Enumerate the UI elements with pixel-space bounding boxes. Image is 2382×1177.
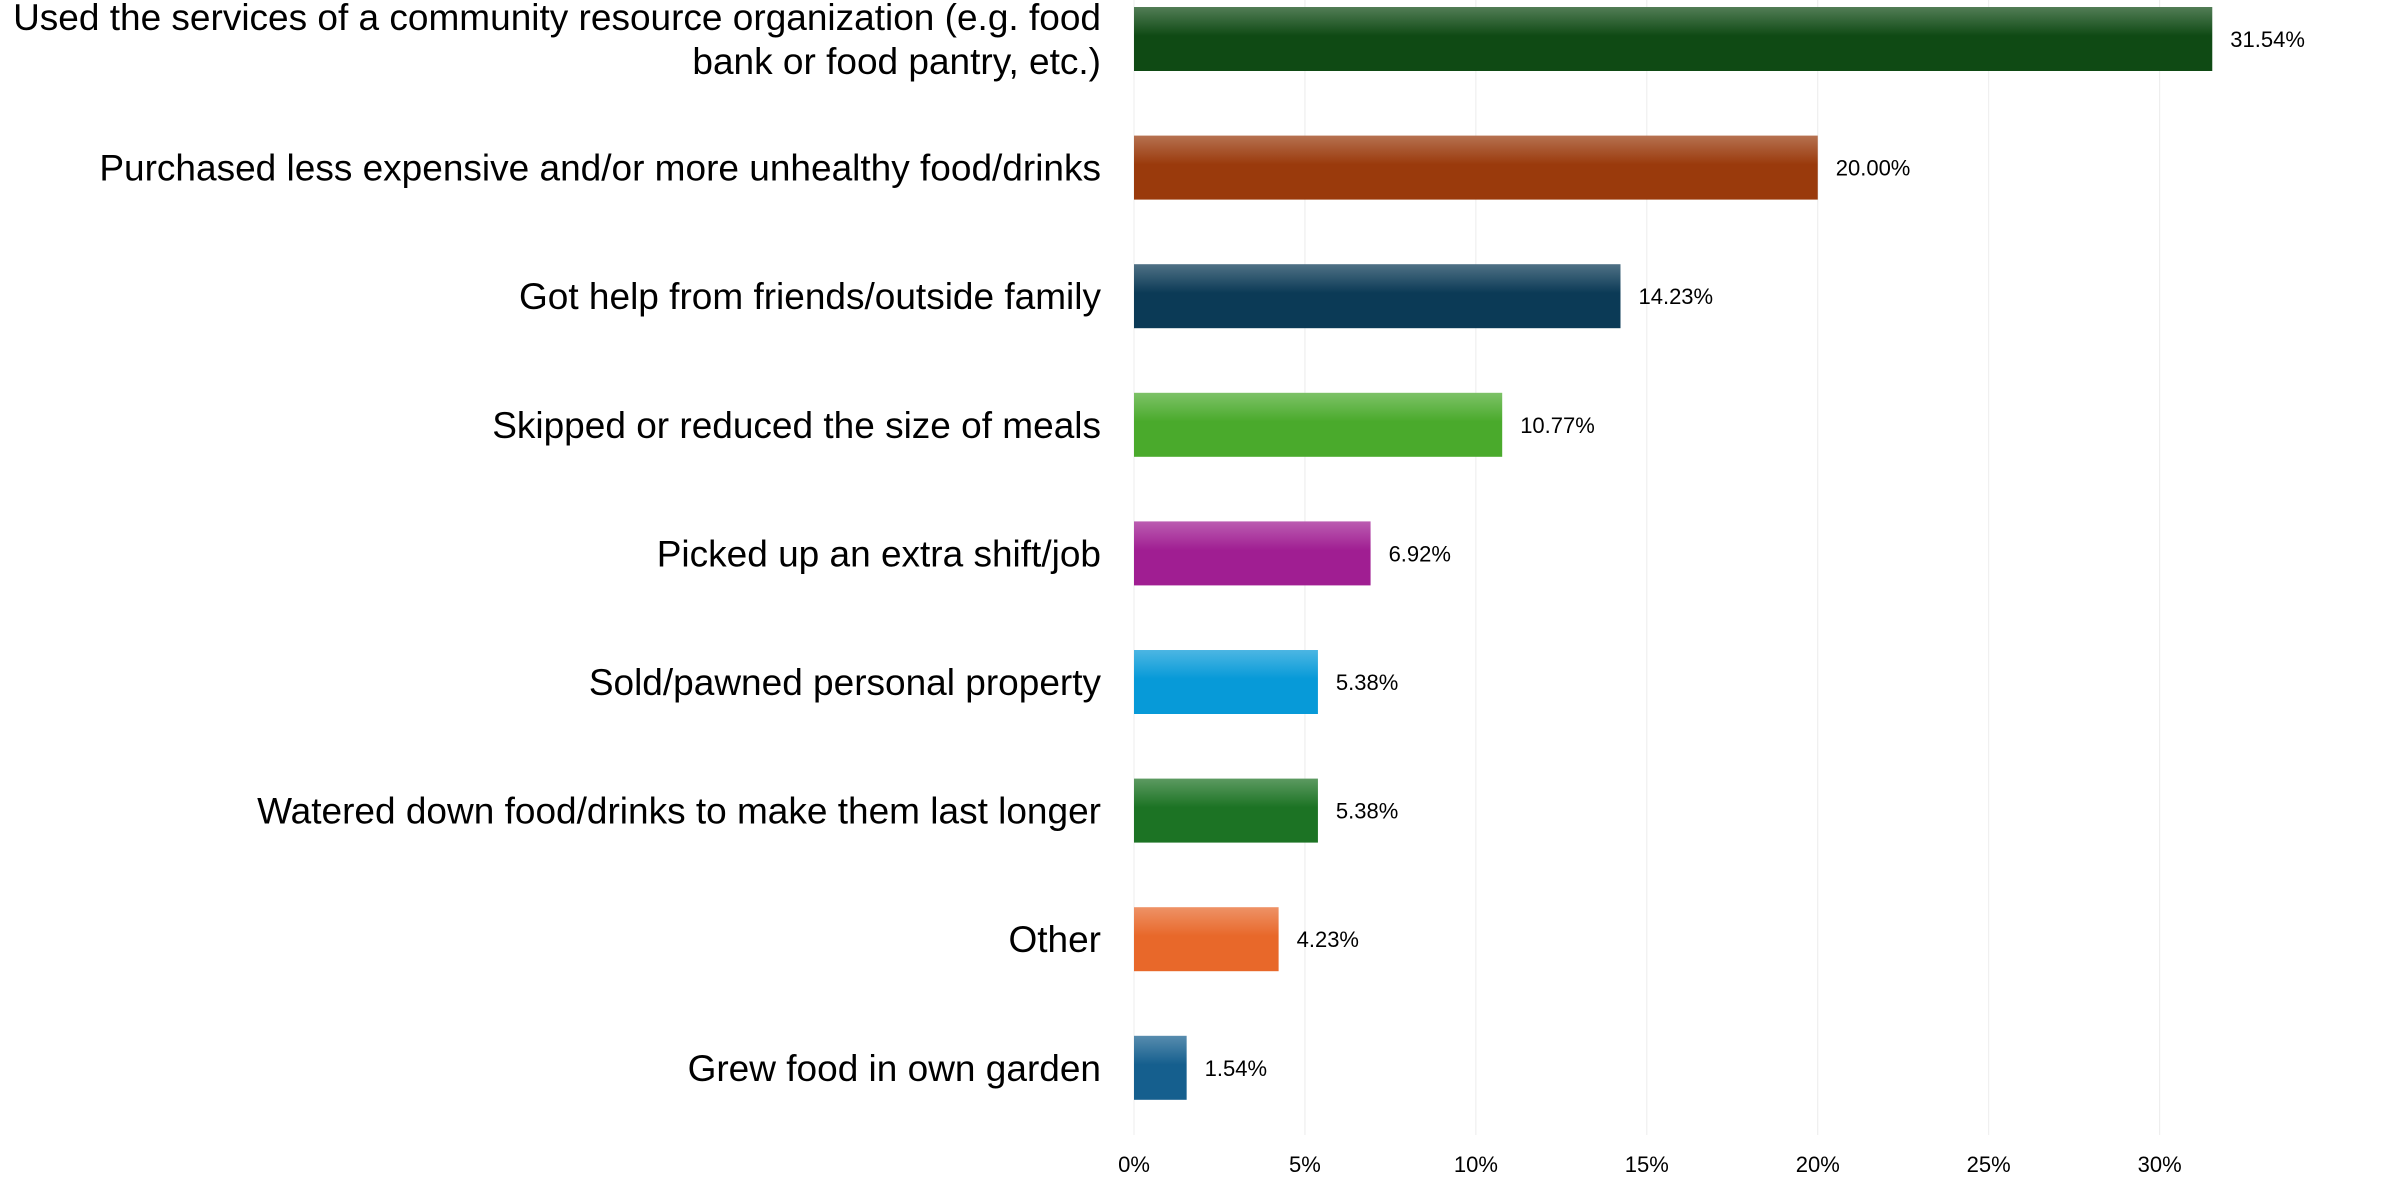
category-label: Grew food in own garden (688, 1048, 1101, 1089)
x-axis-ticks: 0% 5% 10% 15% 20% 25% 30% (1118, 1152, 2182, 1177)
bar (1134, 907, 1279, 972)
category-label: Skipped or reduced the size of meals (492, 405, 1101, 446)
category-label-line: Picked up an extra shift/job (657, 533, 1101, 574)
category-label: Got help from friends/outside family (519, 276, 1101, 317)
category-label: Other (1008, 919, 1101, 960)
x-tick-label: 25% (1967, 1152, 2011, 1177)
bar (1134, 521, 1371, 586)
category-label-line: Got help from friends/outside family (519, 276, 1101, 317)
x-tick-label: 0% (1118, 1152, 1150, 1177)
value-label: 5.38% (1336, 799, 1398, 824)
category-label: Watered down food/drinks to make them la… (257, 791, 1101, 832)
bar (1134, 392, 1503, 457)
value-label: 10.77% (1520, 413, 1595, 438)
value-label: 14.23% (1638, 284, 1713, 309)
value-labels: 31.54% 20.00% 14.23% 10.77% 6.92% 5.38% 5.38% 4… (1205, 27, 2305, 1081)
value-label: 31.54% (2230, 27, 2305, 52)
x-tick-label: 20% (1796, 1152, 1840, 1177)
bar (1134, 650, 1318, 714)
value-label: 4.23% (1297, 927, 1359, 952)
category-label-line: Purchased less expensive and/or more unh… (99, 148, 1101, 189)
category-label: Picked up an extra shift/job (657, 533, 1101, 574)
value-label: 20.00% (1836, 156, 1911, 181)
bar (1134, 264, 1621, 329)
bar (1134, 1035, 1187, 1100)
value-label: 5.38% (1336, 670, 1398, 695)
bar (1134, 7, 2213, 71)
bar (1134, 135, 1818, 200)
category-label-line: Sold/pawned personal property (589, 662, 1102, 703)
bars (1134, 7, 2213, 1100)
value-label: 6.92% (1389, 541, 1451, 566)
x-tick-label: 10% (1454, 1152, 1498, 1177)
category-labels: Used the services of a community resourc… (13, 0, 1101, 1089)
x-tick-label: 15% (1625, 1152, 1669, 1177)
category-label: Purchased less expensive and/or more unh… (99, 148, 1101, 189)
category-label-line: bank or food pantry, etc.) (692, 41, 1101, 82)
category-label-line: Other (1008, 919, 1101, 960)
category-label-line: Grew food in own garden (688, 1048, 1101, 1089)
category-label-line: Skipped or reduced the size of meals (492, 405, 1101, 446)
category-label-line: Used the services of a community resourc… (13, 0, 1101, 38)
category-label-line: Watered down food/drinks to make them la… (257, 791, 1101, 832)
x-tick-label: 30% (2138, 1152, 2182, 1177)
category-label: Sold/pawned personal property (589, 662, 1102, 703)
x-tick-label: 5% (1289, 1152, 1321, 1177)
category-label: Used the services of a community resourc… (13, 0, 1101, 82)
value-label: 1.54% (1205, 1056, 1267, 1081)
bar (1134, 778, 1318, 843)
